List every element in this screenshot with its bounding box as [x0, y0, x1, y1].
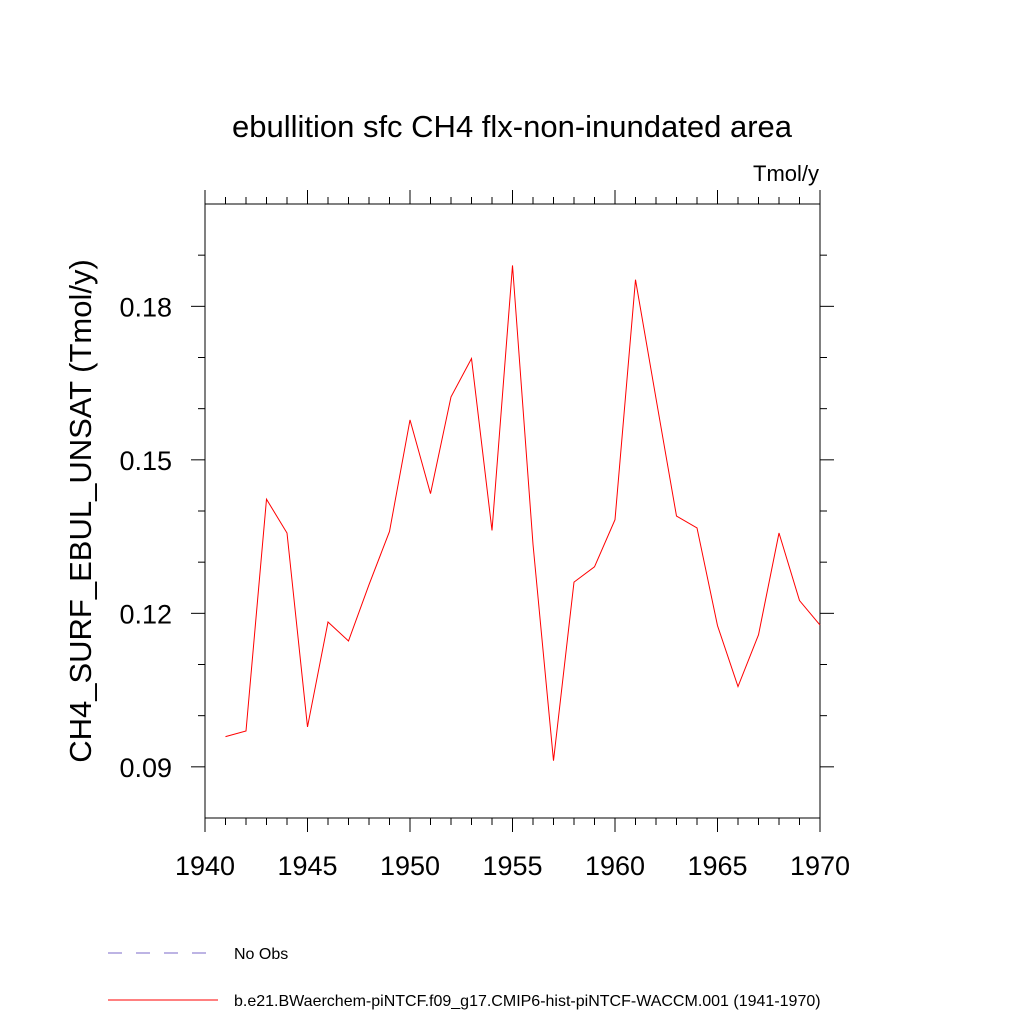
- y-tick-label: 0.18: [119, 292, 172, 322]
- x-tick-label: 1950: [380, 851, 440, 881]
- y-tick-label: 0.15: [119, 446, 172, 476]
- legend-label: No Obs: [234, 946, 288, 963]
- series-line: [225, 265, 821, 761]
- x-tick-label: 1955: [482, 851, 542, 881]
- x-tick-label: 1940: [175, 851, 235, 881]
- legend-label: b.e21.BWaerchem-piNTCF.f09_g17.CMIP6-his…: [234, 993, 821, 1010]
- y-tick-label: 0.12: [119, 599, 172, 629]
- plot-frame: [204, 203, 821, 819]
- x-tick-label: 1965: [687, 851, 747, 881]
- x-tick-label: 1945: [277, 851, 337, 881]
- series-layer: [225, 265, 821, 761]
- chart-title: ebullition sfc CH4 flx-non-inundated are…: [232, 109, 793, 144]
- x-tick-label: 1960: [585, 851, 645, 881]
- units-label: Tmol/y: [753, 161, 819, 186]
- y-tick-label: 0.09: [119, 753, 172, 783]
- y-axis-label: CH4_SURF_EBUL_UNSAT (Tmol/y): [63, 259, 98, 763]
- axes: 1940 1945 1950 1955 1960 1965 1970 0.09 0.12 0.15…: [119, 190, 850, 881]
- legend: No Obs b.e21.BWaerchem-piNTCF.f09_g17.CMI…: [108, 946, 821, 1010]
- x-tick-label: 1970: [790, 851, 850, 881]
